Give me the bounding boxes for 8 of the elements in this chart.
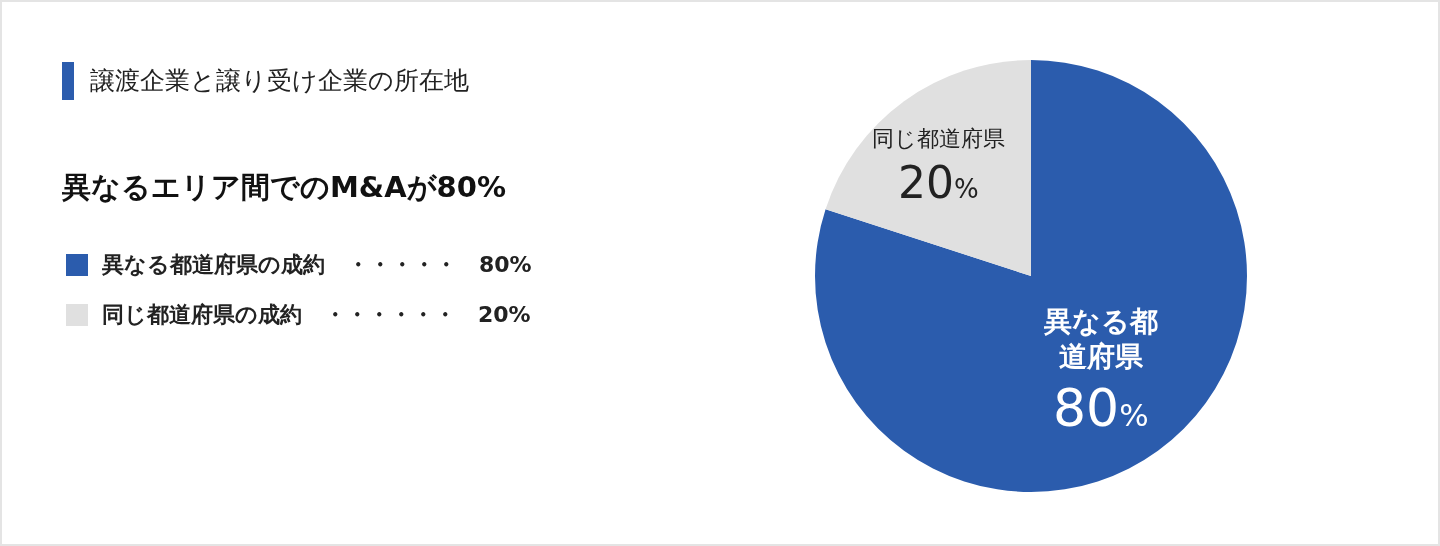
text: 譲渡企業と譲り受け企業の所在地 [90, 65, 469, 97]
slice-label: 同じ都道府県 [871, 126, 1005, 152]
slice-label: 異なる都道府県 [1042, 304, 1158, 373]
text: 同じ都道府県の成約 ・・・・・・ 20% [102, 301, 531, 329]
text: 異なる都道府県の成約 ・・・・・ 80% [102, 251, 532, 279]
data-label: 80% [1053, 377, 1149, 438]
data-label: 20% [897, 156, 979, 208]
text: 異なるエリア間でのM&Aが80% [62, 169, 507, 206]
